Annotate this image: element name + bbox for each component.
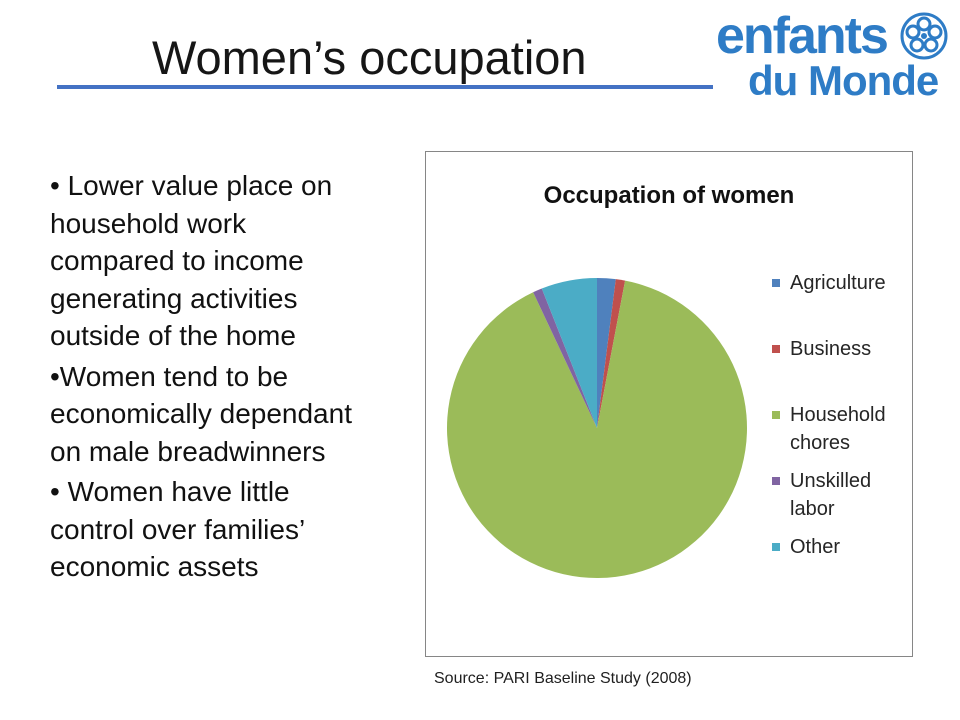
legend-item-unskilled-labor: Unskilled labor bbox=[772, 467, 910, 533]
legend-label: Agriculture bbox=[790, 272, 886, 294]
legend-swatch bbox=[772, 279, 780, 287]
bullet-text-line: compared to income bbox=[50, 245, 304, 276]
source-note: Source: PARI Baseline Study (2008) bbox=[434, 670, 692, 687]
pie-slice-agriculture bbox=[597, 278, 616, 428]
bullet-text-line: •Women tend to be bbox=[50, 360, 289, 392]
pie-slice-other bbox=[541, 278, 597, 428]
bullet-item: • Lower value place on household work co… bbox=[50, 167, 390, 355]
bullet-text-line: household work bbox=[50, 207, 247, 239]
slide-title: Women’s occupation bbox=[152, 31, 587, 84]
chart-title: Occupation of women bbox=[543, 182, 795, 209]
bullet-text-line: outside of the home bbox=[50, 320, 296, 351]
pie-chart: Occupation of women Agriculture Business… bbox=[425, 151, 913, 657]
pie-slice-business bbox=[597, 279, 626, 428]
bullet-text-line: economically dependant bbox=[50, 398, 352, 429]
bullet-item: •Women tend to be economically dependant… bbox=[50, 358, 390, 471]
bullet-text-line: control over families’ bbox=[50, 513, 306, 545]
bullet-text-line: • Lower value place on bbox=[50, 170, 333, 201]
pie-slice-unskilled-labor bbox=[533, 288, 597, 428]
legend-item-business: Business bbox=[772, 335, 910, 401]
legend-swatch bbox=[772, 345, 780, 353]
legend-item-other: Other bbox=[772, 533, 910, 599]
legend-swatch bbox=[772, 411, 780, 419]
title-underline bbox=[57, 85, 713, 89]
bullet-list: • Lower value place on household work co… bbox=[50, 167, 390, 589]
logo-text-line1: enfants bbox=[716, 7, 889, 65]
legend-label: Business bbox=[790, 338, 872, 360]
logo-emblem-icon bbox=[900, 12, 948, 60]
bullet-text-line: generating activities bbox=[50, 282, 298, 314]
pie-slice-household-chores bbox=[447, 280, 748, 579]
chart-legend: Agriculture Business Household chores Un… bbox=[772, 269, 910, 599]
pie-plot-area bbox=[447, 278, 748, 579]
bullet-text-line: • Women have little bbox=[50, 476, 290, 507]
legend-item-agriculture: Agriculture bbox=[772, 269, 910, 335]
bullet-text-line: economic assets bbox=[50, 551, 259, 582]
logo-text-line2: du Monde bbox=[748, 57, 939, 104]
legend-label: Other bbox=[790, 536, 841, 558]
legend-swatch bbox=[772, 477, 780, 485]
legend-label: Household chores bbox=[790, 404, 886, 454]
legend-swatch bbox=[772, 543, 780, 551]
legend-item-household-chores: Household chores bbox=[772, 401, 910, 467]
bullet-text-line: on male breadwinners bbox=[50, 435, 326, 467]
legend-label: Unskilled labor bbox=[790, 470, 872, 520]
bullet-item: • Women have little control over familie… bbox=[50, 473, 390, 586]
